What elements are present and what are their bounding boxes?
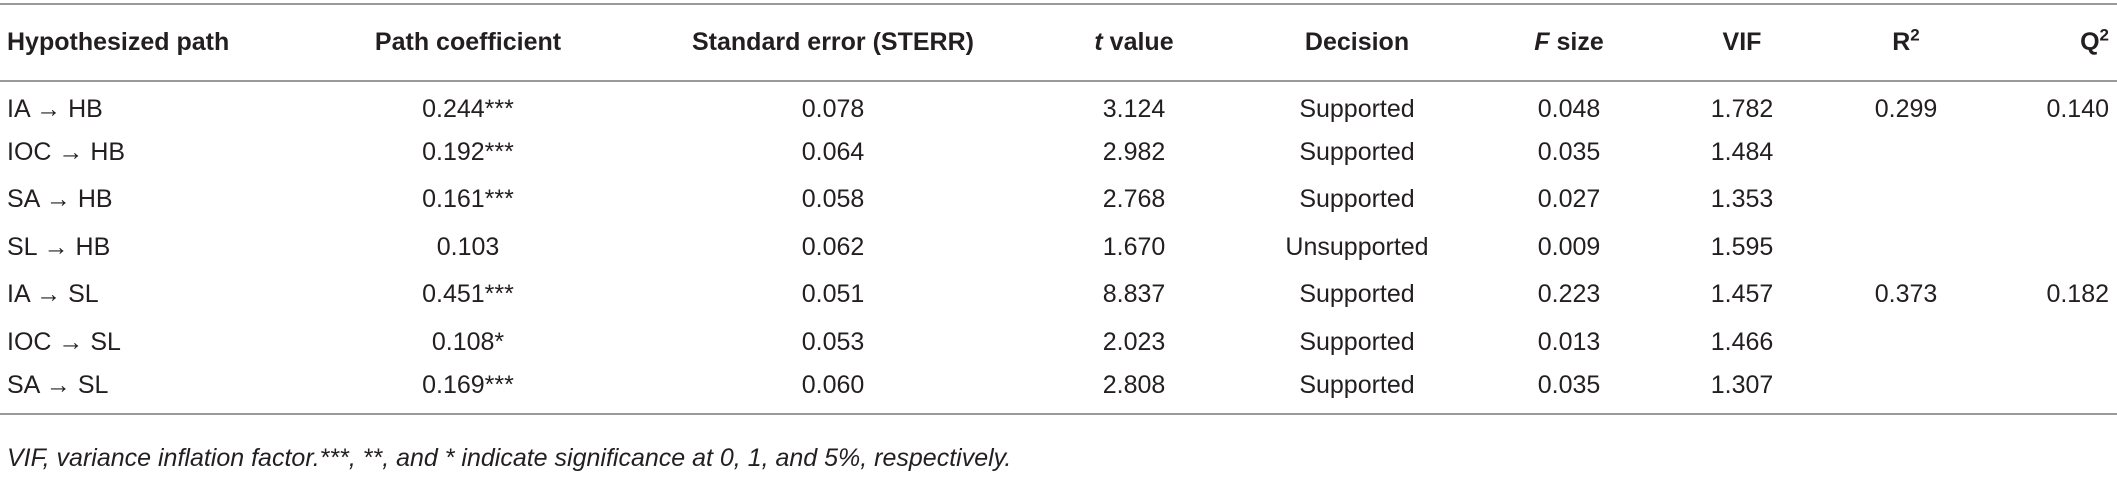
table-cell: 0.299	[1874, 94, 1938, 123]
header-text: Path coefficient	[374, 28, 562, 56]
table-cell: 0.035	[1537, 137, 1601, 166]
table-cell: 1.595	[1710, 232, 1774, 261]
table-cell: 0.027	[1537, 185, 1601, 214]
column-header: Q2	[1990, 4, 2117, 81]
table-cell: 8.837	[1102, 280, 1166, 309]
table-cell: 0.064	[801, 137, 865, 166]
table-cell: Supported	[1299, 137, 1415, 166]
table-body: IA → HB 0.244*** 0.078 3.124 Supported 0.048 1…	[0, 81, 2117, 414]
table-cell: 0.161***	[422, 185, 514, 214]
column-header: VIF	[1662, 4, 1822, 81]
column-header: Path coefficient	[300, 4, 636, 81]
header-italic: t	[1094, 28, 1103, 56]
table-cell: 3.124	[1102, 94, 1166, 123]
header-text: Decision	[1304, 28, 1410, 56]
table-row: IOC → SL 0.108* 0.053 2.023 Supported 0.013 1.…	[0, 319, 2117, 367]
table-cell: 1.466	[1710, 327, 1774, 356]
table-cell: 0.244***	[422, 94, 514, 123]
table-cell	[1822, 129, 1990, 177]
table-cell: 1.782	[1710, 94, 1774, 123]
column-header: Decision	[1238, 4, 1476, 81]
header-superscript: 2	[1910, 25, 1920, 45]
table-cell: IOC → HB	[7, 137, 126, 166]
table-cell: 0.078	[801, 94, 865, 123]
table-row: SA → HB 0.161*** 0.058 2.768 Supported 0.027 1…	[0, 176, 2117, 224]
table-cell: 2.808	[1102, 370, 1166, 399]
column-header: Standard error (STERR)	[636, 4, 1030, 81]
table-cell: IOC → SL	[7, 327, 121, 356]
table-cell: 1.307	[1710, 370, 1774, 399]
table-cell: 0.058	[801, 185, 865, 214]
table-cell: 0.051	[801, 280, 865, 309]
table-cell: 0.192***	[422, 137, 514, 166]
table-cell: 0.140	[2046, 94, 2109, 123]
table-cell: 2.768	[1102, 185, 1166, 214]
table-cell: 0.062	[801, 232, 865, 261]
column-header: Hypothesized path	[0, 4, 300, 81]
header-text: Q	[2080, 28, 2100, 56]
column-header: F size	[1476, 4, 1662, 81]
table-cell: 0.009	[1537, 232, 1601, 261]
table-cell: 1.670	[1102, 232, 1166, 261]
header-text: Hypothesized path	[7, 28, 230, 56]
table-cell: 1.457	[1710, 280, 1774, 309]
table-cell: 2.982	[1102, 137, 1166, 166]
table-cell: SA → SL	[7, 370, 109, 399]
table-cell: SL → HB	[7, 232, 111, 261]
header-text: Standard error (STERR)	[692, 28, 974, 56]
table-cell	[1822, 366, 1990, 414]
table-cell	[1990, 176, 2117, 224]
header-text: size	[1549, 28, 1604, 56]
table-cell	[1990, 224, 2117, 272]
table-cell: Supported	[1299, 185, 1415, 214]
table-cell: SA → HB	[7, 185, 113, 214]
table-cell	[1822, 176, 1990, 224]
table-cell: 0.182	[2046, 280, 2109, 309]
header-superscript: 2	[2099, 25, 2109, 45]
table-row: SL → HB 0.103 0.062 1.670 Unsupported 0.009 1.…	[0, 224, 2117, 272]
table-cell	[1990, 319, 2117, 367]
header-text: R	[1892, 28, 1911, 56]
table-cell: 0.451***	[422, 280, 514, 309]
table-cell: Supported	[1299, 280, 1415, 309]
column-header: t value	[1030, 4, 1238, 81]
header-text: VIF	[1722, 28, 1762, 56]
header-italic: F	[1534, 28, 1550, 56]
table-header: Hypothesized path Path coefficient Standar…	[0, 4, 2117, 81]
table-cell: IA → SL	[7, 280, 99, 309]
table-cell: IA → HB	[7, 94, 103, 123]
table-cell	[1990, 366, 2117, 414]
table-row: IA → SL 0.451*** 0.051 8.837 Supported 0.223 1…	[0, 271, 2117, 319]
header-text: value	[1102, 28, 1174, 56]
table-cell: Supported	[1299, 94, 1415, 123]
table-cell: 0.053	[801, 327, 865, 356]
table-cell: 0.108*	[431, 327, 505, 356]
table-cell: 0.373	[1874, 280, 1938, 309]
table-cell	[1822, 224, 1990, 272]
table-cell: 0.223	[1537, 280, 1601, 309]
table-cell: 0.048	[1537, 94, 1601, 123]
results-table: Hypothesized path Path coefficient Standar…	[0, 3, 2117, 415]
column-header: R2	[1822, 4, 1990, 81]
footnote: VIF, variance inflation factor.***, **, …	[7, 444, 1012, 472]
table-cell: Unsupported	[1285, 232, 1429, 261]
table-cell: 1.353	[1710, 185, 1774, 214]
table-row: SA → SL 0.169*** 0.060 2.808 Supported 0.035 1…	[0, 366, 2117, 414]
header-row: Hypothesized path Path coefficient Standar…	[0, 4, 2117, 81]
table-cell: 1.484	[1710, 137, 1774, 166]
table-cell	[1822, 319, 1990, 367]
table-cell: 0.169***	[422, 370, 514, 399]
table-cell: 0.035	[1537, 370, 1601, 399]
table-cell: Supported	[1299, 327, 1415, 356]
table-cell: Supported	[1299, 370, 1415, 399]
table-cell: 2.023	[1102, 327, 1166, 356]
table-cell: 0.060	[801, 370, 865, 399]
table-cell: 0.013	[1537, 327, 1601, 356]
table-cell	[1990, 129, 2117, 177]
table-row: IOC → HB 0.192*** 0.064 2.982 Supported 0.035…	[0, 129, 2117, 177]
table-cell: 0.103	[436, 232, 500, 261]
table-row: IA → HB 0.244*** 0.078 3.124 Supported 0.048 1…	[0, 81, 2117, 129]
